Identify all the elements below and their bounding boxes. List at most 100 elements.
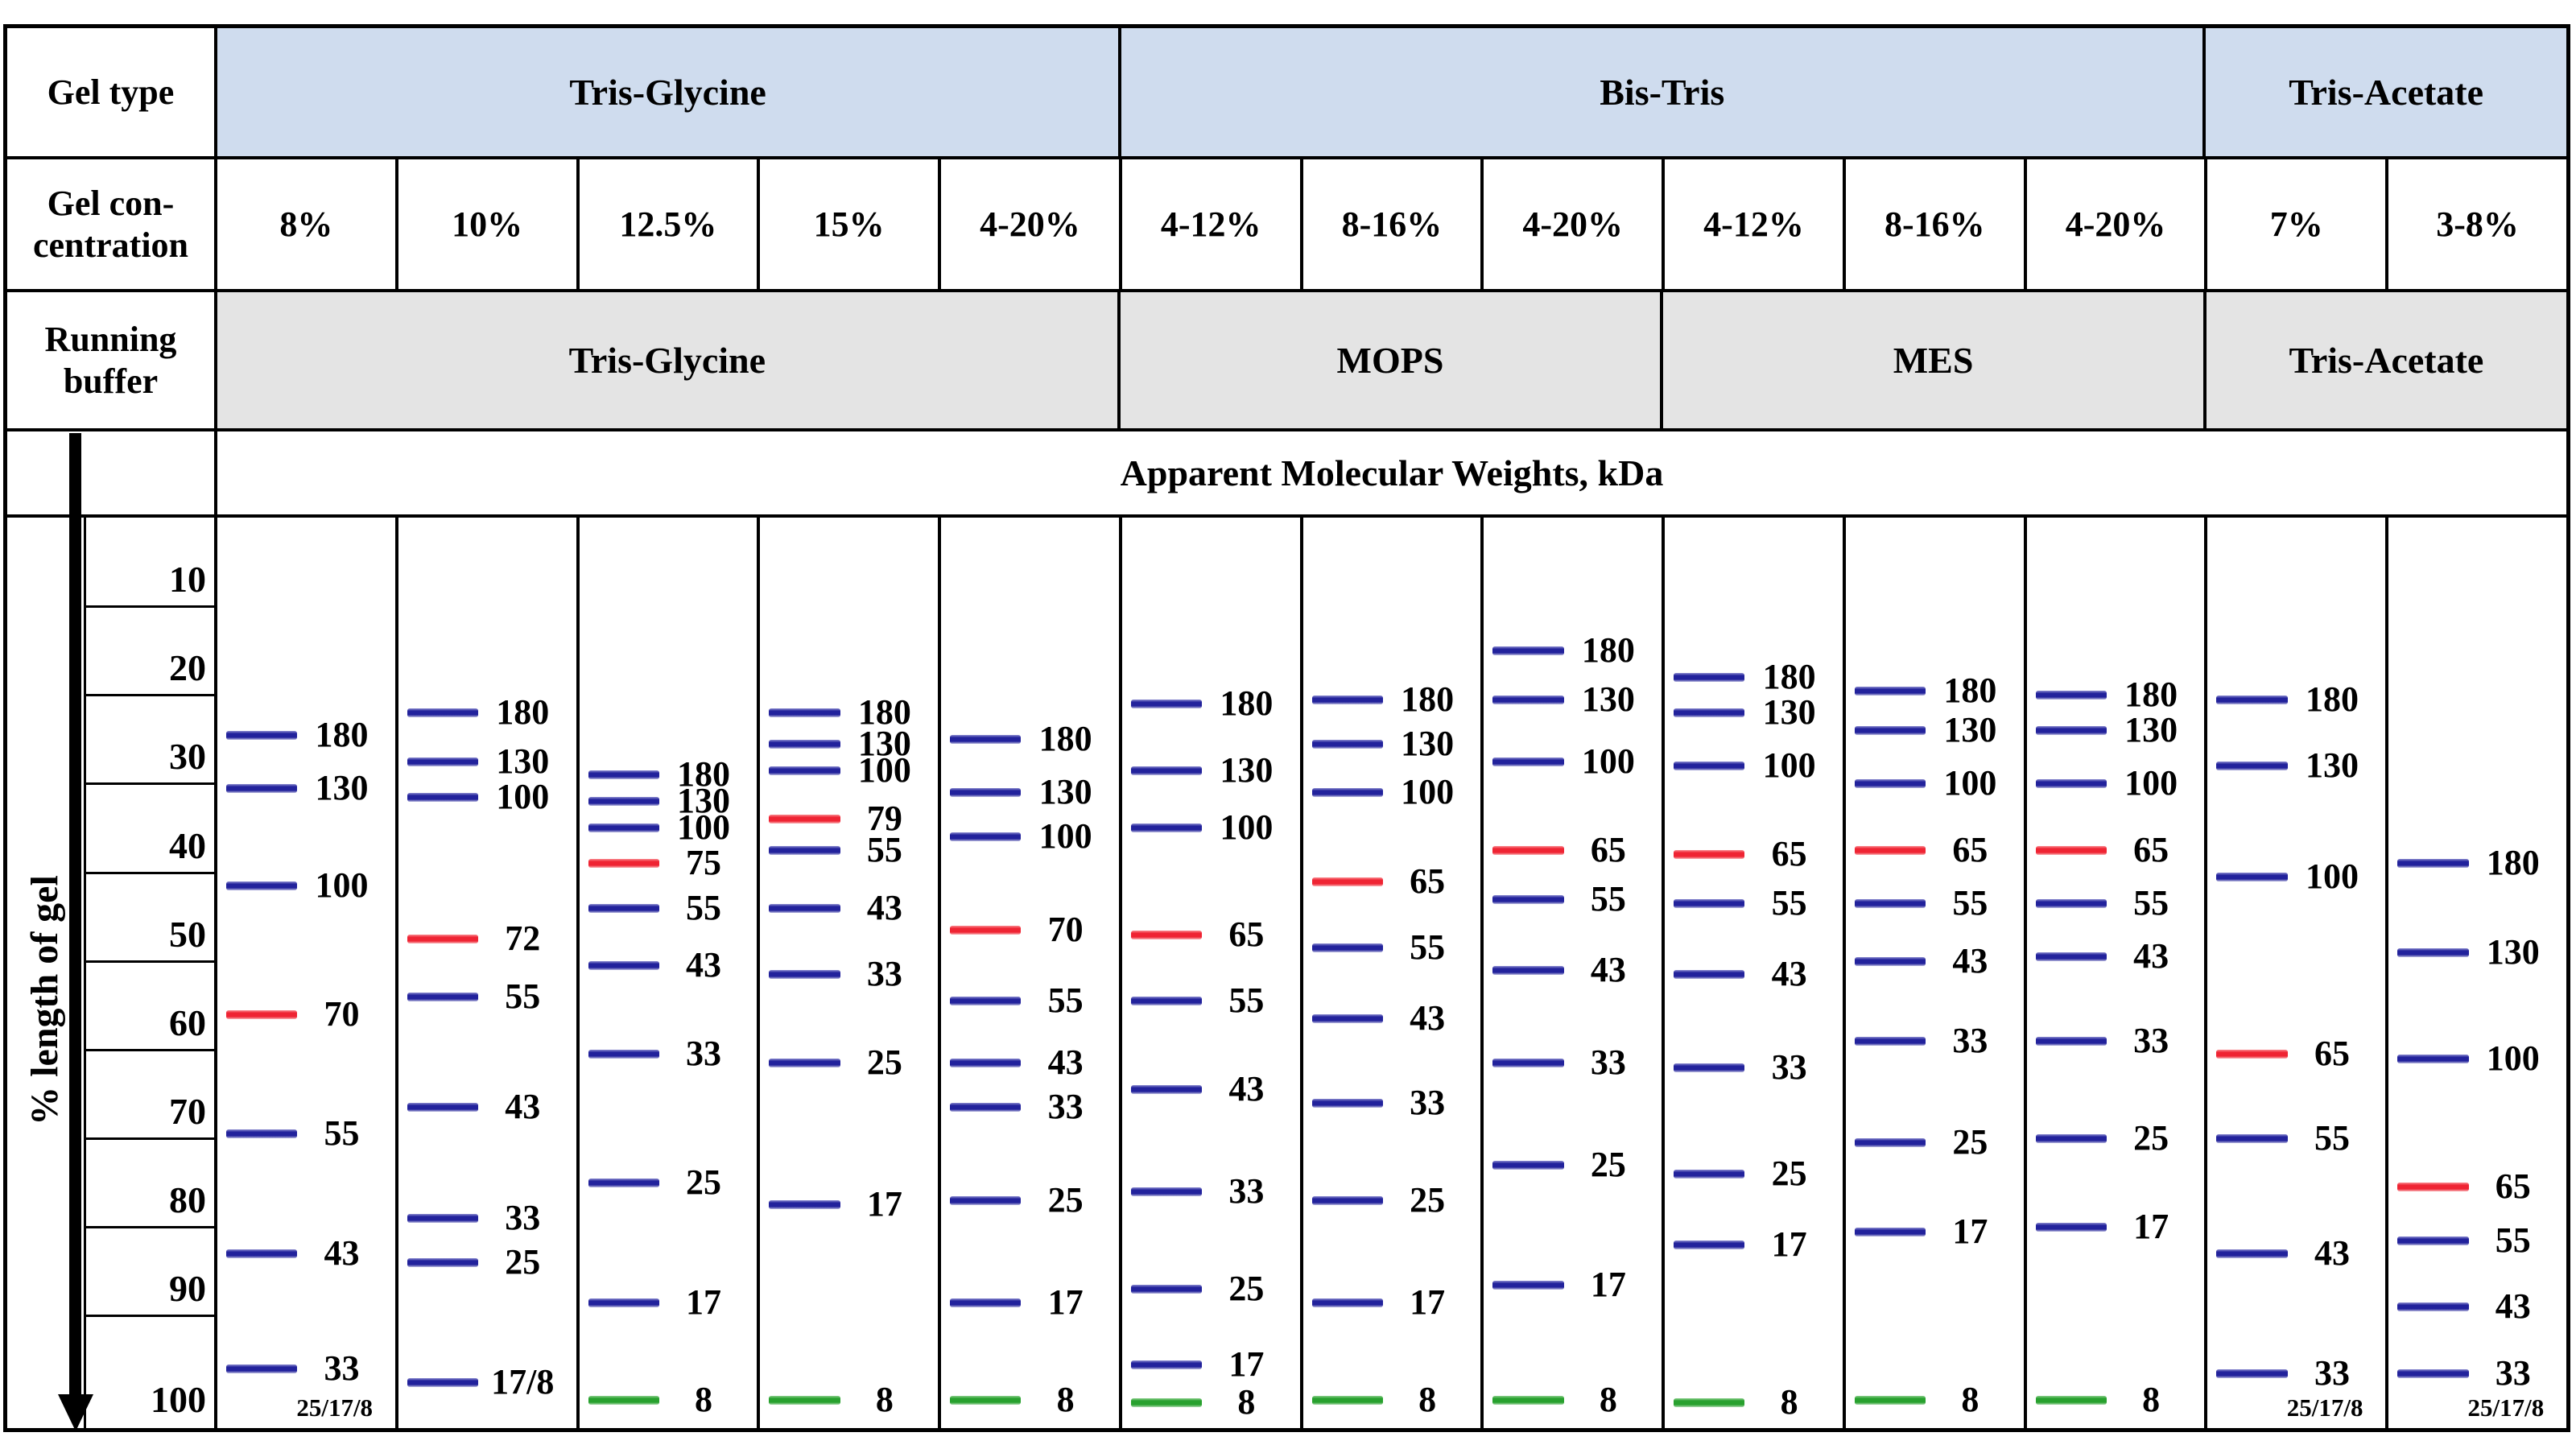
axis-tick-line-70 xyxy=(84,1137,214,1140)
lane-footnote: 25/17/8 xyxy=(296,1393,374,1422)
band-label-33: 33 xyxy=(866,954,902,994)
band-8-green xyxy=(1311,1395,1383,1405)
band-130-blue xyxy=(2035,726,2107,736)
band-17-blue xyxy=(769,1200,840,1210)
gel-concentration-5: 4-20% xyxy=(941,159,1122,292)
band-43-blue xyxy=(769,903,840,913)
band-label-8: 8 xyxy=(1418,1379,1437,1419)
band-100-blue xyxy=(2216,873,2288,881)
band-label-8: 8 xyxy=(1237,1382,1256,1422)
band-label-130: 130 xyxy=(857,723,911,763)
band-label-180: 180 xyxy=(1943,670,1997,710)
band-43-blue xyxy=(2216,1249,2288,1259)
band-label-100: 100 xyxy=(857,749,911,790)
band-label-100: 100 xyxy=(496,776,550,816)
band-33-blue xyxy=(1311,1098,1383,1108)
lane-footnote: 25/17/8 xyxy=(2286,1393,2363,1422)
lane-11-4-20%: 180 130 100 65 55 43 33 25 17 8 xyxy=(2026,518,2208,1428)
band-label-8: 8 xyxy=(2142,1379,2161,1419)
band-130-blue xyxy=(2216,762,2288,771)
gel-concentration-11: 4-20% xyxy=(2026,159,2208,292)
band-label-130: 130 xyxy=(2124,710,2178,750)
band-label-17: 17 xyxy=(1771,1224,1807,1265)
band-130-blue xyxy=(1311,739,1383,749)
band-label-100: 100 xyxy=(1401,772,1455,812)
band-43-blue xyxy=(2035,952,2107,962)
band-130-blue xyxy=(769,739,840,749)
band-180-blue xyxy=(1854,686,1926,696)
band-17-blue xyxy=(588,1298,659,1307)
band-label-33: 33 xyxy=(1771,1046,1807,1087)
band-label-72: 72 xyxy=(505,919,541,959)
band-8-green xyxy=(769,1395,840,1405)
band-label-180: 180 xyxy=(1220,683,1274,724)
band-label-43: 43 xyxy=(1590,949,1626,989)
band-label-8: 8 xyxy=(875,1379,894,1419)
band-17-blue xyxy=(1674,1241,1745,1250)
lane-2-10%: 180 130 100 72 55 43 33 25 17/8 xyxy=(398,518,580,1428)
band-label-55: 55 xyxy=(866,829,902,869)
band-25-blue xyxy=(1492,1160,1564,1170)
band-130-blue xyxy=(950,788,1022,798)
band-label-25: 25 xyxy=(866,1042,902,1083)
band-55-blue xyxy=(1311,943,1383,953)
band-33-blue xyxy=(2035,1036,2107,1046)
axis-tick-line-60 xyxy=(84,1048,214,1051)
axis-tick-line-30 xyxy=(84,782,214,786)
band-label-100: 100 xyxy=(2305,857,2359,896)
band-label-33: 33 xyxy=(505,1198,541,1237)
band-180-blue xyxy=(226,730,298,740)
band-130-blue xyxy=(1674,708,1745,718)
axis-tick-box-line xyxy=(84,518,86,1428)
band-33-blue xyxy=(2397,1368,2469,1378)
band-43-blue xyxy=(1854,956,1926,966)
band-17-blue xyxy=(1130,1360,1203,1369)
band-label-8: 8 xyxy=(1961,1379,1979,1419)
band-17/8-blue xyxy=(407,1377,479,1387)
gel-direction-arrow-head xyxy=(58,1394,93,1431)
band-label-25: 25 xyxy=(686,1162,722,1202)
band-180-blue xyxy=(407,708,479,718)
band-label-33: 33 xyxy=(2495,1352,2531,1393)
band-label-43: 43 xyxy=(1952,940,1988,980)
band-label-43: 43 xyxy=(324,1233,360,1274)
band-label-17: 17 xyxy=(1952,1211,1988,1251)
lane-6-4-12%: 180 130 100 65 55 43 33 25 17 8 xyxy=(1121,518,1303,1428)
band-label-33: 33 xyxy=(2314,1352,2350,1393)
gel-concentration-10: 8-16% xyxy=(1845,159,2027,292)
band-label-55: 55 xyxy=(2133,883,2169,923)
band-55-blue xyxy=(2035,899,2107,909)
band-100-blue xyxy=(226,881,298,891)
band-label-43: 43 xyxy=(1771,954,1807,994)
band-label-55: 55 xyxy=(1228,980,1265,1021)
band-label-25: 25 xyxy=(505,1242,541,1282)
band-25-blue xyxy=(2035,1133,2107,1143)
lane-8-4-20%: 180 130 100 65 55 43 33 25 17 8 xyxy=(1484,518,1666,1428)
lane-13-3-8%: 180 130 100 65 55 43 33 25/17/8 xyxy=(2388,518,2566,1428)
band-label-33: 33 xyxy=(1047,1087,1084,1127)
gel-concentration-12: 7% xyxy=(2207,159,2389,292)
band-65-red xyxy=(1311,877,1383,886)
gel-concentration-9: 4-12% xyxy=(1665,159,1846,292)
lane-12-7%: 180 130 100 65 55 43 33 25/17/8 xyxy=(2207,518,2389,1428)
band-180-blue xyxy=(1311,695,1383,704)
band-label-8: 8 xyxy=(1780,1382,1798,1422)
band-label-180: 180 xyxy=(857,692,911,733)
band-25-blue xyxy=(407,1258,479,1268)
band-70-red xyxy=(950,926,1022,935)
band-label-43: 43 xyxy=(2314,1233,2350,1274)
band-label-25: 25 xyxy=(1590,1144,1626,1184)
band-label-17/8: 17/8 xyxy=(491,1361,555,1402)
band-label-130: 130 xyxy=(315,767,369,807)
band-43-blue xyxy=(1130,1085,1203,1095)
band-55-blue xyxy=(588,903,659,913)
band-180-blue xyxy=(2216,695,2288,704)
axis-tick-label-100: 100 xyxy=(151,1379,206,1421)
band-label-25: 25 xyxy=(1047,1179,1084,1220)
band-label-55: 55 xyxy=(2495,1220,2531,1260)
band-label-55: 55 xyxy=(1590,878,1626,919)
band-label-65: 65 xyxy=(1410,861,1446,901)
axis-tick-label-30: 30 xyxy=(169,736,206,778)
band-label-43: 43 xyxy=(505,1087,541,1127)
